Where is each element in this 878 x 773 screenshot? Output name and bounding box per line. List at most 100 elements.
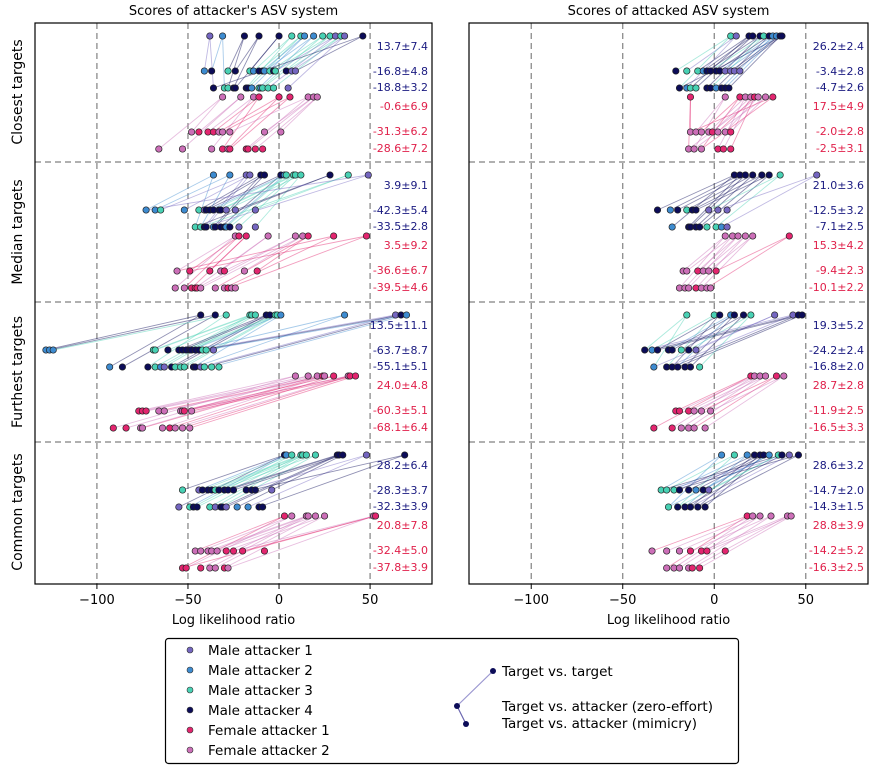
data-point bbox=[291, 372, 299, 380]
data-point bbox=[240, 267, 248, 275]
connection-line bbox=[253, 35, 293, 72]
connection-line bbox=[706, 515, 792, 552]
data-point bbox=[251, 206, 259, 214]
data-point bbox=[685, 346, 693, 354]
connection-line bbox=[244, 235, 303, 272]
data-point bbox=[244, 503, 252, 511]
connection-line bbox=[697, 454, 799, 508]
data-point bbox=[749, 512, 757, 520]
data-point bbox=[206, 267, 214, 275]
connection-line bbox=[695, 96, 726, 133]
connection-line bbox=[249, 35, 280, 72]
connection-line bbox=[708, 235, 753, 272]
connection-line bbox=[684, 314, 735, 368]
data-point bbox=[157, 206, 165, 214]
connection-line bbox=[692, 174, 763, 211]
connection-line bbox=[211, 515, 309, 552]
connection-line bbox=[171, 314, 267, 368]
stat-label: -31.3±6.2 bbox=[373, 125, 428, 138]
connection-line bbox=[275, 35, 336, 72]
data-point bbox=[219, 32, 227, 40]
data-point bbox=[319, 32, 327, 40]
stat-label: 17.5±4.9 bbox=[813, 100, 864, 113]
connection-line bbox=[200, 174, 231, 228]
legend-marker-attacker-1 bbox=[186, 646, 194, 654]
connection-line bbox=[688, 235, 739, 289]
data-point bbox=[226, 171, 234, 179]
connection-line bbox=[653, 314, 775, 368]
data-point bbox=[200, 67, 208, 75]
stat-label: -7.1±2.5 bbox=[816, 220, 864, 233]
connection-line bbox=[225, 174, 287, 228]
stat-label: -28.6±7.2 bbox=[373, 142, 428, 155]
connection-line bbox=[162, 375, 325, 429]
connection-line bbox=[677, 454, 735, 508]
connection-line bbox=[681, 375, 761, 429]
data-point bbox=[756, 512, 764, 520]
connection-line bbox=[180, 314, 276, 368]
connection-line bbox=[688, 375, 766, 429]
data-point bbox=[772, 372, 781, 380]
connection-lines bbox=[644, 35, 817, 569]
connection-line bbox=[686, 174, 753, 211]
data-point bbox=[362, 232, 370, 240]
data-point bbox=[122, 424, 130, 432]
data-point bbox=[664, 503, 673, 511]
data-point bbox=[300, 32, 309, 40]
connection-line bbox=[211, 35, 224, 72]
connection-line bbox=[209, 235, 247, 272]
data-point bbox=[794, 451, 802, 459]
connection-line bbox=[269, 35, 323, 72]
data-point bbox=[686, 547, 695, 555]
data-point bbox=[49, 346, 57, 354]
connection-line bbox=[668, 454, 722, 508]
connection-line bbox=[255, 174, 302, 228]
data-point bbox=[224, 67, 232, 75]
connection-line bbox=[644, 314, 794, 351]
connection-line bbox=[200, 174, 349, 228]
data-point bbox=[222, 503, 230, 511]
data-point bbox=[723, 223, 731, 231]
legend-pair-line-target bbox=[456, 670, 494, 707]
stat-label: -60.3±5.1 bbox=[373, 404, 428, 417]
panel-frame bbox=[34, 22, 433, 585]
data-point bbox=[209, 171, 218, 179]
data-point bbox=[692, 486, 700, 494]
connection-line bbox=[682, 235, 726, 272]
connection-line bbox=[701, 96, 774, 150]
x-tick-label: −100 bbox=[513, 593, 549, 608]
data-point bbox=[653, 206, 662, 214]
connection-line bbox=[677, 314, 803, 368]
connection-line bbox=[182, 375, 351, 429]
data-point bbox=[686, 93, 695, 101]
data-point bbox=[686, 363, 695, 371]
connection-line bbox=[715, 35, 770, 89]
data-point bbox=[758, 171, 766, 179]
stat-label: -24.2±2.4 bbox=[809, 344, 864, 357]
connection-line bbox=[730, 96, 755, 150]
data-point bbox=[719, 145, 727, 153]
data-point bbox=[761, 372, 770, 380]
data-point bbox=[339, 451, 347, 459]
connection-line bbox=[671, 174, 735, 228]
connection-line bbox=[262, 35, 331, 89]
connection-line bbox=[198, 314, 396, 351]
connection-line bbox=[49, 314, 216, 351]
connection-line bbox=[198, 96, 242, 133]
data-point bbox=[780, 372, 788, 380]
connection-line bbox=[122, 314, 216, 368]
data-point bbox=[401, 451, 409, 459]
connection-line bbox=[295, 35, 364, 72]
stat-label: -12.5±3.2 bbox=[809, 204, 864, 217]
connection-line bbox=[651, 314, 715, 351]
connection-line bbox=[666, 454, 790, 491]
connection-line bbox=[153, 314, 251, 351]
connection-line bbox=[227, 454, 340, 491]
data-point bbox=[268, 486, 276, 494]
data-point bbox=[186, 267, 194, 275]
connection-lines bbox=[45, 35, 407, 569]
connection-line bbox=[673, 515, 753, 569]
legend-label-attacker-5: Female attacker 1 bbox=[208, 723, 330, 739]
data-point bbox=[302, 451, 310, 459]
connection-line bbox=[227, 515, 374, 569]
